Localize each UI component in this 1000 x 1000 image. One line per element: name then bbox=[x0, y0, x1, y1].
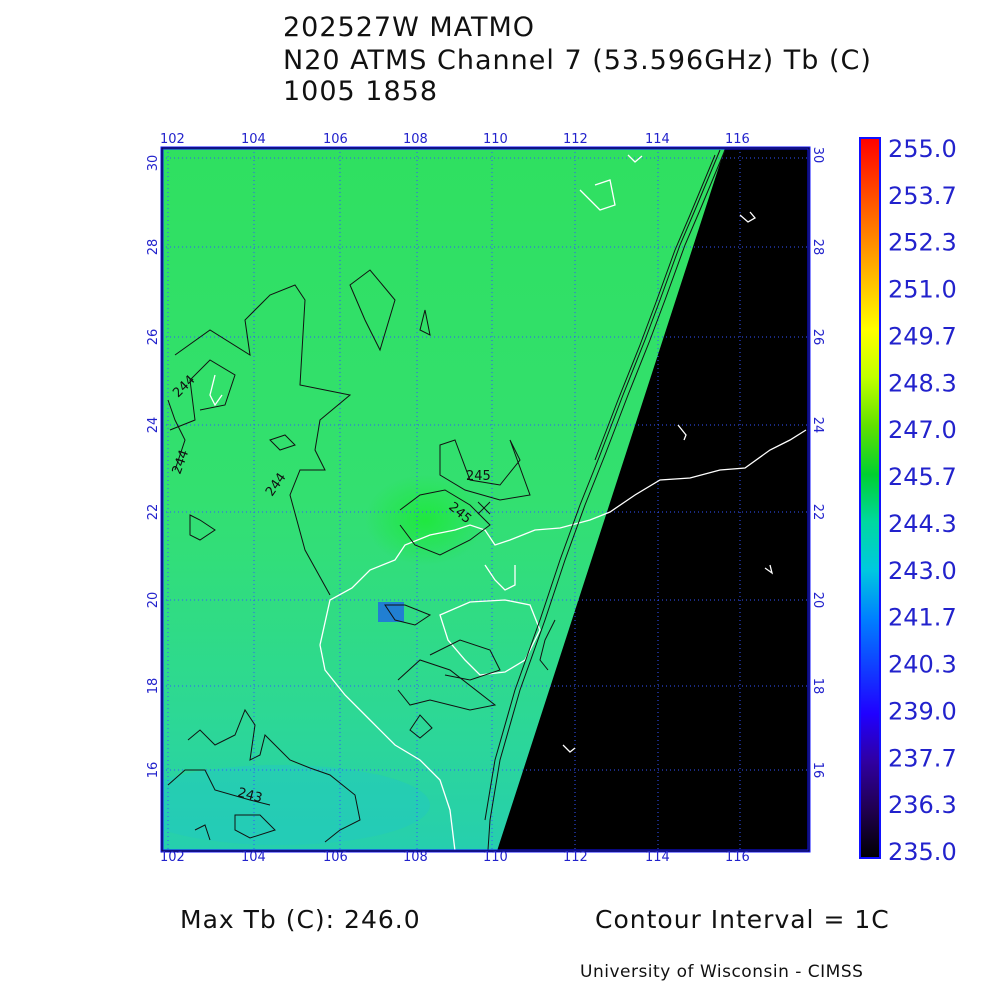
lon-tick-label: 102 bbox=[160, 850, 185, 865]
lat-tick-label: 16 bbox=[146, 762, 161, 779]
colorbar-label: 235.0 bbox=[888, 838, 957, 866]
colorbar-label: 252.3 bbox=[888, 229, 957, 257]
lon-tick-label: 106 bbox=[323, 850, 348, 865]
credit-text: University of Wisconsin - CIMSS bbox=[580, 962, 864, 982]
colorbar-label: 240.3 bbox=[888, 651, 957, 679]
colorbar-label: 251.0 bbox=[888, 276, 957, 304]
lat-tick-label: 18 bbox=[146, 678, 161, 695]
lon-tick-label: 106 bbox=[323, 132, 348, 147]
title-datetime: 1005 1858 bbox=[283, 76, 439, 107]
lat-tick-label: 20 bbox=[810, 592, 825, 609]
storm-center-marker bbox=[477, 501, 491, 515]
lon-tick-label: 110 bbox=[483, 850, 508, 865]
contour-label: 245 bbox=[466, 469, 491, 484]
colorbar-label: 247.0 bbox=[888, 416, 957, 444]
lon-tick-label: 112 bbox=[563, 850, 588, 865]
lon-tick-label: 108 bbox=[403, 850, 428, 865]
colorbar-label: 244.3 bbox=[888, 510, 957, 538]
lat-tick-label: 22 bbox=[146, 504, 161, 521]
colorbar-label: 236.3 bbox=[888, 791, 957, 819]
colorbar-label: 248.3 bbox=[888, 369, 957, 397]
lon-tick-label: 102 bbox=[160, 132, 185, 147]
cool-area-south bbox=[162, 765, 430, 845]
title-product: N20 ATMS Channel 7 (53.596GHz) Tb (C) bbox=[283, 45, 872, 76]
lon-tick-label: 104 bbox=[241, 850, 266, 865]
colorbar-label: 243.0 bbox=[888, 557, 957, 585]
colorbar-label: 237.7 bbox=[888, 744, 957, 772]
warm-core-area bbox=[365, 475, 485, 565]
colorbar-label: 245.7 bbox=[888, 463, 957, 491]
colorbar-labels: 255.0 253.7 252.3 251.0 249.7 248.3 247.0 245.7… bbox=[888, 135, 957, 866]
contour-lines bbox=[167, 149, 726, 851]
lat-tick-label: 24 bbox=[146, 417, 161, 434]
lat-tick-label: 28 bbox=[146, 239, 161, 256]
colorbar-label: 249.7 bbox=[888, 323, 957, 351]
colorbar-label: 241.7 bbox=[888, 604, 957, 632]
lon-tick-label: 110 bbox=[483, 132, 508, 147]
lon-ticks-bottom: 102 104 106 108 110 112 114 116 bbox=[160, 850, 750, 865]
lat-tick-label: 24 bbox=[810, 417, 825, 434]
lon-tick-label: 114 bbox=[645, 132, 670, 147]
lon-tick-label: 112 bbox=[563, 132, 588, 147]
lon-tick-label: 114 bbox=[645, 850, 670, 865]
lat-tick-label: 22 bbox=[810, 504, 825, 521]
lat-tick-label: 18 bbox=[810, 678, 825, 695]
no-data-swath bbox=[497, 148, 809, 851]
lat-tick-label: 20 bbox=[146, 592, 161, 609]
lat-tick-label: 30 bbox=[146, 155, 161, 172]
lat-tick-label: 26 bbox=[146, 329, 161, 346]
lon-tick-label: 108 bbox=[403, 132, 428, 147]
lat-tick-label: 26 bbox=[810, 329, 825, 346]
lat-ticks-left: 30 28 26 24 22 20 18 16 bbox=[146, 155, 161, 779]
lat-ticks-right: 30 28 26 24 22 20 18 16 bbox=[810, 147, 825, 779]
colorbar-label: 253.7 bbox=[888, 182, 957, 210]
colorbar bbox=[859, 137, 881, 859]
lon-tick-label: 104 bbox=[241, 132, 266, 147]
brightness-field bbox=[162, 148, 809, 851]
title-storm-id: 202527W MATMO bbox=[283, 12, 536, 43]
lat-tick-label: 30 bbox=[810, 147, 825, 164]
cold-spot bbox=[378, 602, 404, 622]
lon-ticks-top: 102 104 106 108 110 112 114 116 bbox=[160, 132, 750, 147]
lon-tick-label: 116 bbox=[725, 132, 750, 147]
lat-tick-label: 16 bbox=[810, 762, 825, 779]
contour-interval-readout: Contour Interval = 1C bbox=[595, 905, 890, 934]
map-frame-inner bbox=[161, 147, 810, 852]
colorbar-label: 255.0 bbox=[888, 135, 957, 163]
colorbar-label: 239.0 bbox=[888, 697, 957, 725]
contour-label: 243 bbox=[236, 785, 264, 806]
lon-tick-label: 116 bbox=[725, 850, 750, 865]
max-tb-readout: Max Tb (C): 246.0 bbox=[180, 905, 421, 934]
coastlines bbox=[209, 154, 807, 851]
lat-tick-label: 28 bbox=[810, 239, 825, 256]
